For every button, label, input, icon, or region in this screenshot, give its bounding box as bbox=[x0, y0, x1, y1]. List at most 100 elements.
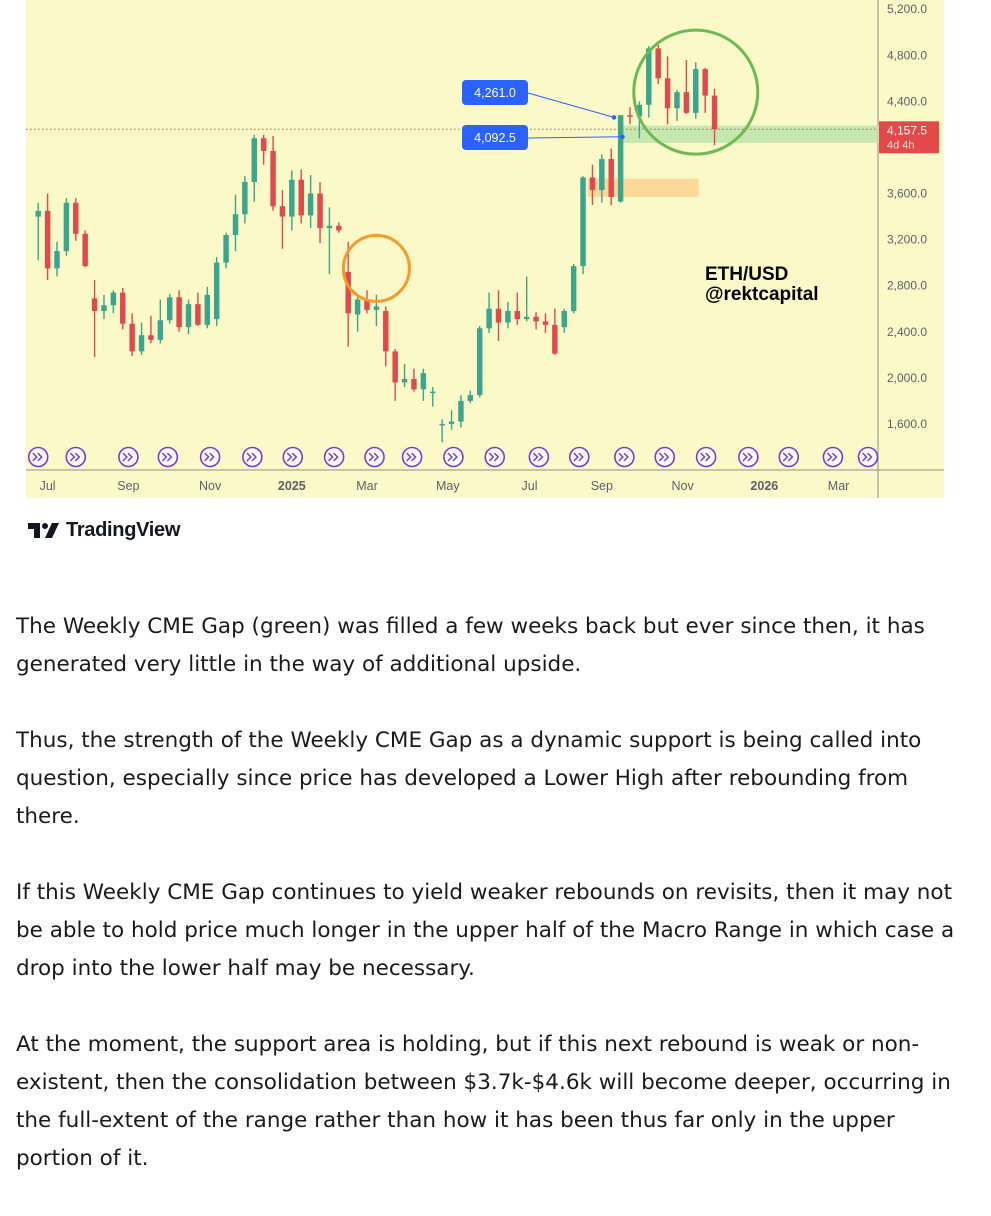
time-tick-label: Nov bbox=[671, 479, 694, 493]
event-marker-chevron bbox=[246, 452, 257, 462]
price-tick-label: 4,400.0 bbox=[887, 94, 927, 108]
current-price-tag bbox=[879, 121, 939, 154]
candle-body bbox=[260, 138, 267, 151]
candle-body bbox=[73, 202, 79, 234]
event-marker-icon bbox=[443, 446, 464, 468]
candle-body bbox=[63, 202, 70, 252]
candle-body bbox=[91, 298, 98, 312]
event-marker-icon bbox=[282, 446, 304, 468]
candle-body bbox=[448, 421, 455, 424]
eth-weekly-chart: 4,261.0 4,092.5 1,600.0 2,000.0 2,400.0 2,800… bbox=[26, 0, 944, 498]
candle-body bbox=[392, 351, 398, 383]
cme-gap-zone bbox=[620, 125, 879, 143]
candle-body bbox=[223, 235, 229, 263]
event-marker-chevron bbox=[447, 452, 458, 462]
candle-body bbox=[195, 304, 201, 325]
event-marker-icon bbox=[27, 446, 49, 468]
author-label: @rektcapital bbox=[705, 284, 819, 305]
candle-body bbox=[486, 308, 492, 329]
candle-body bbox=[495, 308, 502, 323]
candle-body bbox=[354, 299, 361, 315]
candle-body bbox=[270, 150, 276, 207]
candle-body bbox=[636, 104, 643, 117]
candle-body bbox=[476, 328, 483, 396]
event-marker-chevron bbox=[368, 452, 380, 462]
candle-body bbox=[664, 78, 671, 109]
candle-body bbox=[129, 323, 135, 352]
candle-body bbox=[420, 373, 427, 390]
candle-body bbox=[401, 378, 408, 383]
candle-body bbox=[148, 335, 154, 340]
candle-body bbox=[279, 206, 286, 217]
candle-body bbox=[570, 266, 577, 312]
candle-body bbox=[307, 193, 314, 216]
candle-body bbox=[373, 306, 380, 310]
event-marker-chevron bbox=[742, 452, 753, 462]
candle-body bbox=[383, 311, 389, 352]
candle-body bbox=[505, 311, 511, 323]
candle-body bbox=[157, 320, 164, 340]
price-tick-label: 5,200.0 bbox=[887, 2, 927, 16]
candle-body bbox=[44, 210, 51, 269]
callout-connector bbox=[527, 136, 623, 139]
event-marker-icon bbox=[778, 446, 800, 468]
time-tick-label: Sep bbox=[591, 479, 613, 493]
time-tick-label: Jul bbox=[522, 479, 538, 493]
candle-body bbox=[693, 69, 699, 113]
callout-anchor-dot bbox=[620, 134, 625, 139]
candle-body bbox=[345, 271, 351, 314]
tradingview-logo-icon bbox=[28, 523, 59, 538]
candle-body bbox=[204, 294, 211, 325]
event-marker-icon bbox=[199, 446, 221, 468]
candle-body bbox=[138, 335, 145, 352]
event-marker-chevron bbox=[287, 452, 298, 462]
time-tick-label: 2025 bbox=[278, 479, 306, 493]
price-tick-label: 2,400.0 bbox=[887, 325, 927, 339]
tradingview-name: TradingView bbox=[66, 518, 181, 541]
callout-connector bbox=[527, 92, 615, 118]
event-marker-icon bbox=[323, 446, 345, 468]
candle-body bbox=[289, 179, 295, 217]
candle-body bbox=[589, 177, 596, 191]
event-marker-icon bbox=[568, 446, 590, 468]
candle-body bbox=[599, 158, 605, 191]
candle-body bbox=[166, 297, 173, 321]
candle-body bbox=[411, 378, 417, 390]
candle-body bbox=[82, 233, 88, 267]
event-marker-icon bbox=[654, 446, 676, 468]
event-marker-icon bbox=[157, 446, 179, 468]
candle-body bbox=[655, 48, 661, 79]
candle-body bbox=[213, 262, 220, 320]
candle-body bbox=[54, 251, 60, 269]
event-marker-icon bbox=[738, 446, 759, 468]
callout-anchor-dot bbox=[611, 115, 617, 120]
candle-body bbox=[467, 395, 474, 401]
callout-badge-label: 4,261.0 bbox=[474, 86, 516, 100]
chart-container: 4,261.0 4,092.5 1,600.0 2,000.0 2,400.0 2,800… bbox=[0, 0, 991, 500]
event-marker-chevron bbox=[406, 452, 417, 462]
price-tick-label: 2,000.0 bbox=[887, 371, 927, 385]
tradingview-branding: TradingView bbox=[28, 516, 180, 544]
symbol-label: ETH/USD bbox=[705, 264, 788, 285]
candle-body bbox=[627, 115, 633, 117]
event-marker-chevron bbox=[783, 452, 794, 462]
candle-body bbox=[458, 400, 464, 422]
orange-circle bbox=[341, 233, 411, 303]
price-tick-label: 3,600.0 bbox=[887, 187, 927, 201]
article-paragraph: The Weekly CME Gap (green) was filled a … bbox=[16, 614, 925, 677]
candle-body bbox=[326, 225, 333, 229]
event-marker-chevron bbox=[659, 452, 670, 462]
article-paragraph: Thus, the strength of the Weekly CME Gap… bbox=[16, 728, 922, 829]
callout-badge-label: 4,092.5 bbox=[474, 131, 516, 145]
time-tick-label: Mar bbox=[828, 479, 850, 493]
candle-body bbox=[439, 423, 445, 426]
event-marker-icon bbox=[364, 446, 385, 468]
candle-body bbox=[120, 292, 126, 324]
event-marker-chevron bbox=[204, 452, 215, 462]
event-marker-icon bbox=[118, 446, 139, 468]
event-marker-icon bbox=[528, 446, 550, 468]
price-tick-label: 4,800.0 bbox=[887, 48, 927, 62]
candle-body bbox=[35, 210, 41, 217]
article-paragraph: At the moment, the support area is holdi… bbox=[16, 1032, 951, 1171]
candle-body bbox=[430, 391, 436, 394]
